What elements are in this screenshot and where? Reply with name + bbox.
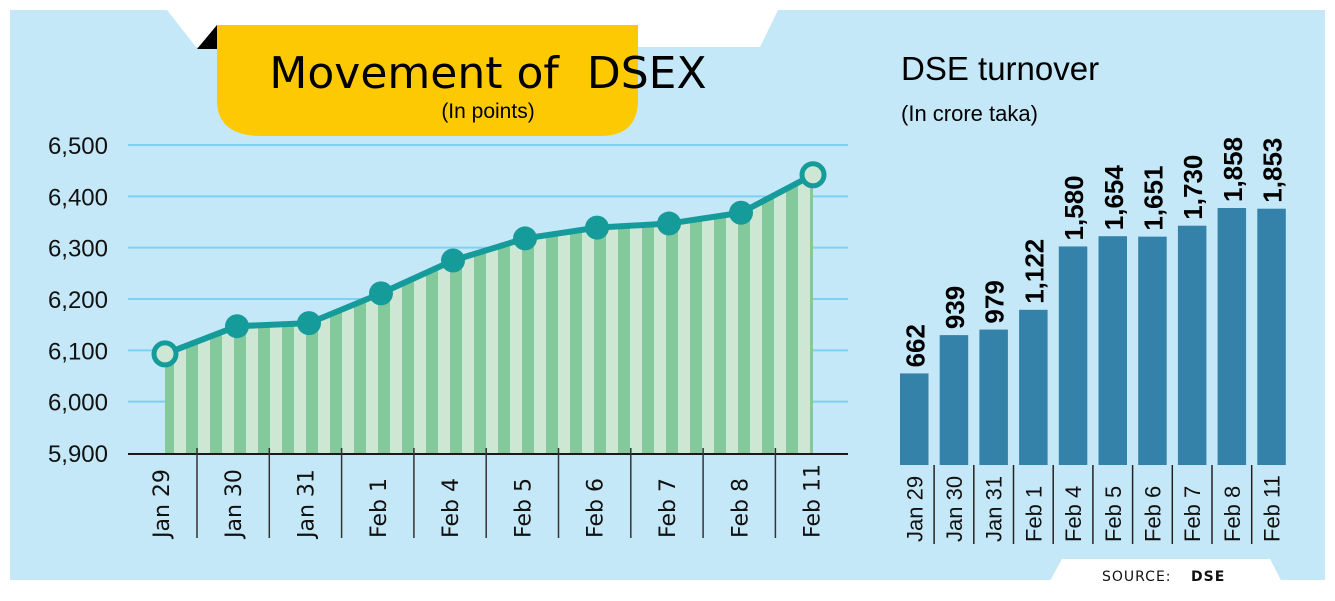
dsex-x-tick-label: Feb 1 bbox=[367, 478, 392, 538]
source-value: DSE bbox=[1191, 569, 1225, 585]
turnover-bar bbox=[900, 373, 929, 465]
turnover-panel-background bbox=[858, 10, 1325, 580]
dsex-data-point bbox=[657, 211, 681, 236]
turnover-bar bbox=[979, 329, 1008, 465]
dsex-area bbox=[165, 174, 813, 454]
dsex-y-tick-label: 6,500 bbox=[48, 133, 108, 160]
dsex-chart-subtitle: (In points) bbox=[441, 100, 534, 123]
dsex-x-axis: Jan 29 Jan 30 Jan 31 Feb 1 Feb 4 Feb 5 Feb 6 Fe… bbox=[128, 448, 848, 540]
turnover-x-tick-label: Feb 8 bbox=[1220, 486, 1245, 542]
turnover-value-label: 1,858 bbox=[1218, 137, 1248, 202]
turnover-x-tick-label: Feb 7 bbox=[1180, 486, 1205, 542]
dsex-data-point bbox=[513, 226, 537, 251]
dsex-x-tick-label: Feb 6 bbox=[584, 478, 609, 538]
turnover-x-tick-label: Feb 4 bbox=[1061, 486, 1086, 542]
dsex-y-tick-label: 6,300 bbox=[48, 236, 108, 263]
turnover-value-label: 1,580 bbox=[1059, 175, 1089, 240]
turnover-value-label: 939 bbox=[940, 286, 970, 329]
dsex-line bbox=[163, 172, 815, 357]
dsex-x-tick-label: Feb 7 bbox=[656, 478, 681, 538]
dsex-line-series bbox=[151, 161, 827, 368]
turnover-value-label: 662 bbox=[900, 324, 930, 367]
dsex-endpoint-marker bbox=[799, 161, 827, 189]
dsex-data-point bbox=[441, 248, 465, 273]
turnover-x-tick-label: Feb 6 bbox=[1140, 486, 1165, 542]
dsex-endpoint-marker bbox=[151, 340, 179, 368]
turnover-x-tick-label: Jan 29 bbox=[902, 476, 927, 542]
turnover-x-tick-label: Jan 31 bbox=[982, 476, 1007, 542]
dsex-title-banner bbox=[217, 25, 638, 136]
dsex-x-tick-label: Feb 5 bbox=[511, 478, 536, 538]
turnover-bar bbox=[1058, 246, 1088, 465]
turnover-bar bbox=[1257, 208, 1286, 466]
dsex-y-tick-label: 6,400 bbox=[48, 184, 108, 211]
banner-fold-icon bbox=[197, 25, 217, 49]
source-tab bbox=[1045, 559, 1286, 590]
turnover-value-label: 1,122 bbox=[1019, 239, 1049, 304]
turnover-value-label: 1,853 bbox=[1258, 138, 1288, 203]
turnover-bar bbox=[1019, 309, 1048, 465]
turnover-x-axis: Jan 29 Jan 30 Jan 31 Feb 1 Feb 4 Feb 5 Feb 6 Fe… bbox=[902, 465, 1285, 544]
turnover-bars: 662 939 979 1,122 1,580 1,654 1,651 1,730 1,858 1… bbox=[900, 137, 1288, 466]
dsex-data-point bbox=[585, 215, 609, 240]
dsex-data-point bbox=[297, 311, 321, 336]
dsex-x-tick-label: Feb 11 bbox=[801, 464, 826, 538]
dsex-x-tick-label: Jan 31 bbox=[294, 469, 319, 540]
dsex-area-fill bbox=[165, 174, 813, 454]
dsex-y-tick-label: 5,900 bbox=[48, 441, 108, 468]
turnover-bar bbox=[1217, 208, 1247, 465]
dsex-y-tick-label: 6,100 bbox=[48, 338, 108, 365]
dsex-data-point bbox=[225, 314, 249, 339]
turnover-value-label: 1,651 bbox=[1138, 166, 1168, 231]
dsex-x-tick-label: Jan 29 bbox=[150, 469, 175, 540]
turnover-chart-subtitle: (In crore taka) bbox=[901, 101, 1038, 126]
turnover-bar bbox=[1098, 236, 1127, 465]
turnover-x-tick-label: Feb 5 bbox=[1101, 486, 1126, 542]
dsex-x-tick-label: Feb 4 bbox=[439, 478, 464, 538]
dsex-chart-title: Movement of DSEX bbox=[269, 48, 706, 99]
turnover-value-label: 1,654 bbox=[1099, 165, 1129, 231]
dsex-x-tick-label: Feb 8 bbox=[728, 478, 753, 538]
turnover-x-tick-label: Jan 30 bbox=[942, 476, 967, 542]
turnover-x-tick-label: Feb 11 bbox=[1260, 475, 1285, 542]
turnover-chart-title: DSE turnover bbox=[901, 50, 1099, 87]
dsex-data-point bbox=[369, 281, 393, 306]
turnover-bar bbox=[1138, 236, 1167, 465]
turnover-bar bbox=[1177, 225, 1207, 465]
source-label: SOURCE: bbox=[1102, 569, 1172, 585]
dsex-x-tick-label: Jan 30 bbox=[222, 469, 247, 540]
turnover-value-label: 979 bbox=[980, 280, 1010, 323]
dsex-y-tick-label: 6,200 bbox=[48, 287, 108, 314]
dsex-y-tick-label: 6,000 bbox=[48, 390, 108, 417]
dsex-data-point bbox=[729, 200, 753, 225]
turnover-bar bbox=[939, 335, 969, 465]
dsex-y-axis: 5,900 6,000 6,100 6,200 6,300 6,400 6,500 bbox=[48, 133, 108, 468]
turnover-value-label: 1,730 bbox=[1178, 155, 1208, 220]
turnover-x-tick-label: Feb 1 bbox=[1021, 486, 1046, 542]
